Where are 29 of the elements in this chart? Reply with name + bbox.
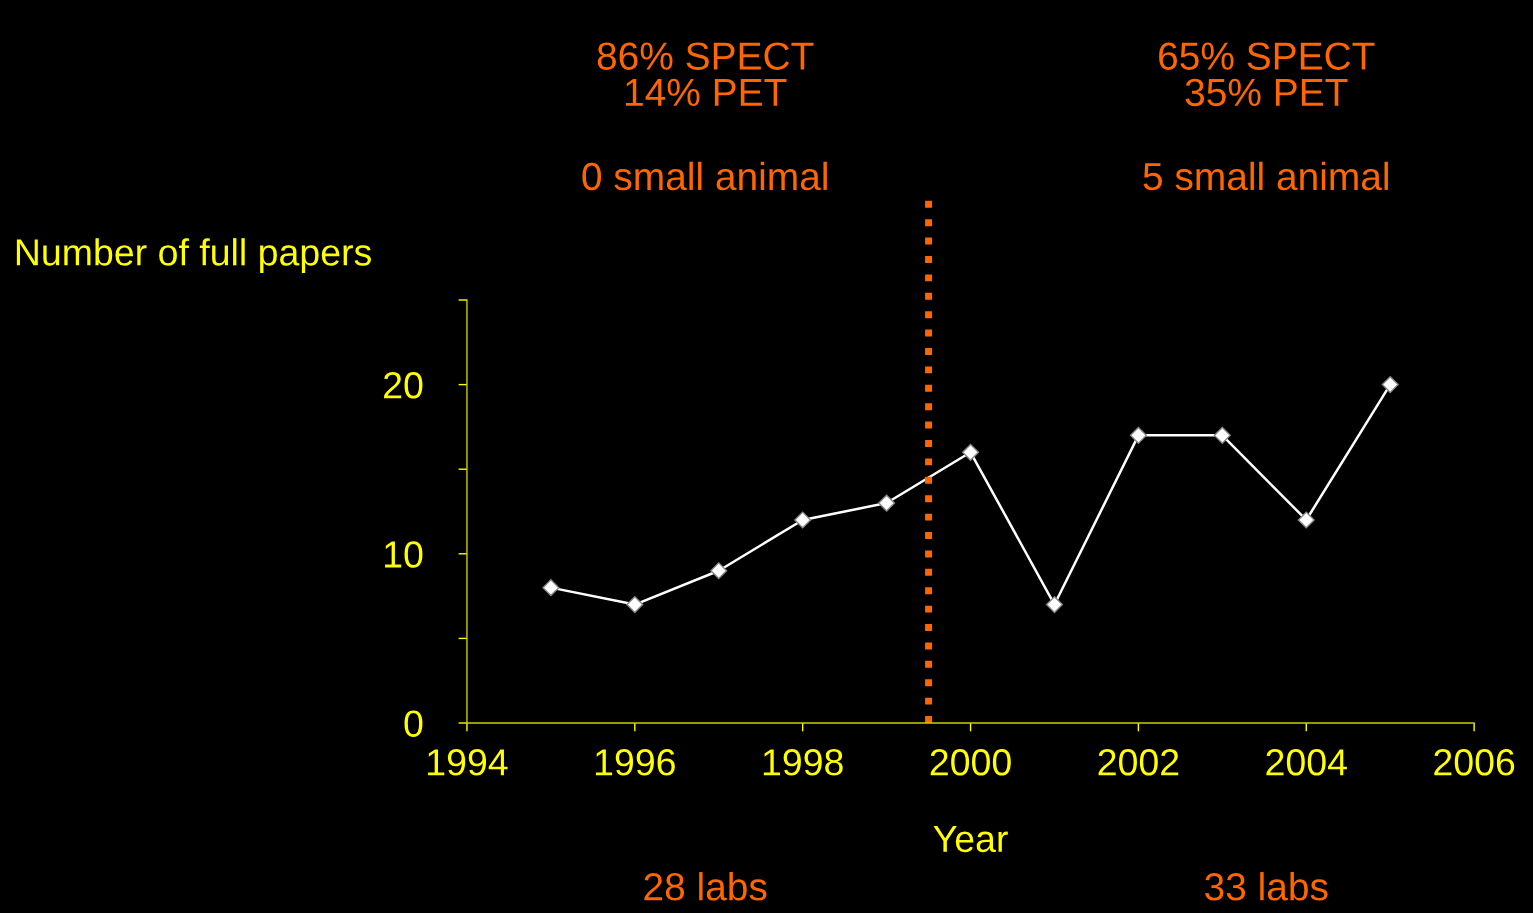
- point: [542, 579, 560, 597]
- point: [1297, 511, 1315, 529]
- x-tick-label: 1994: [428, 748, 508, 776]
- point: [1213, 426, 1231, 444]
- text: 28 labs: [644, 872, 767, 901]
- text: 5 small animal: [1143, 161, 1388, 191]
- y-tick-label: 10: [385, 541, 423, 568]
- text: 86% SPECT 14% PET: [597, 42, 814, 107]
- x-tick-label: 2004: [1266, 748, 1347, 776]
- point: [1045, 596, 1064, 614]
- point: [1129, 426, 1147, 444]
- x-tick-label: 1996: [595, 748, 675, 776]
- x-tick-label: 2006: [1434, 748, 1515, 776]
- y-tick-label: 0: [404, 710, 423, 737]
- point: [961, 443, 980, 461]
- point: [626, 596, 644, 614]
- x-tick-label: 2002: [1098, 748, 1179, 776]
- point: [710, 562, 728, 580]
- text: 33 labs: [1205, 872, 1328, 901]
- point: [1381, 376, 1399, 394]
- y-axis-title: Number of full papers: [16, 238, 371, 274]
- point: [794, 511, 812, 529]
- text: 0 small animal: [582, 161, 827, 191]
- y-tick-label: 20: [384, 372, 423, 399]
- point: [878, 494, 896, 512]
- x-axis-title: Year: [933, 826, 1008, 853]
- text: 65% SPECT 35% PET: [1159, 42, 1375, 107]
- x-tick-label: 2000: [930, 748, 1011, 776]
- x-tick-label: 1998: [763, 748, 843, 776]
